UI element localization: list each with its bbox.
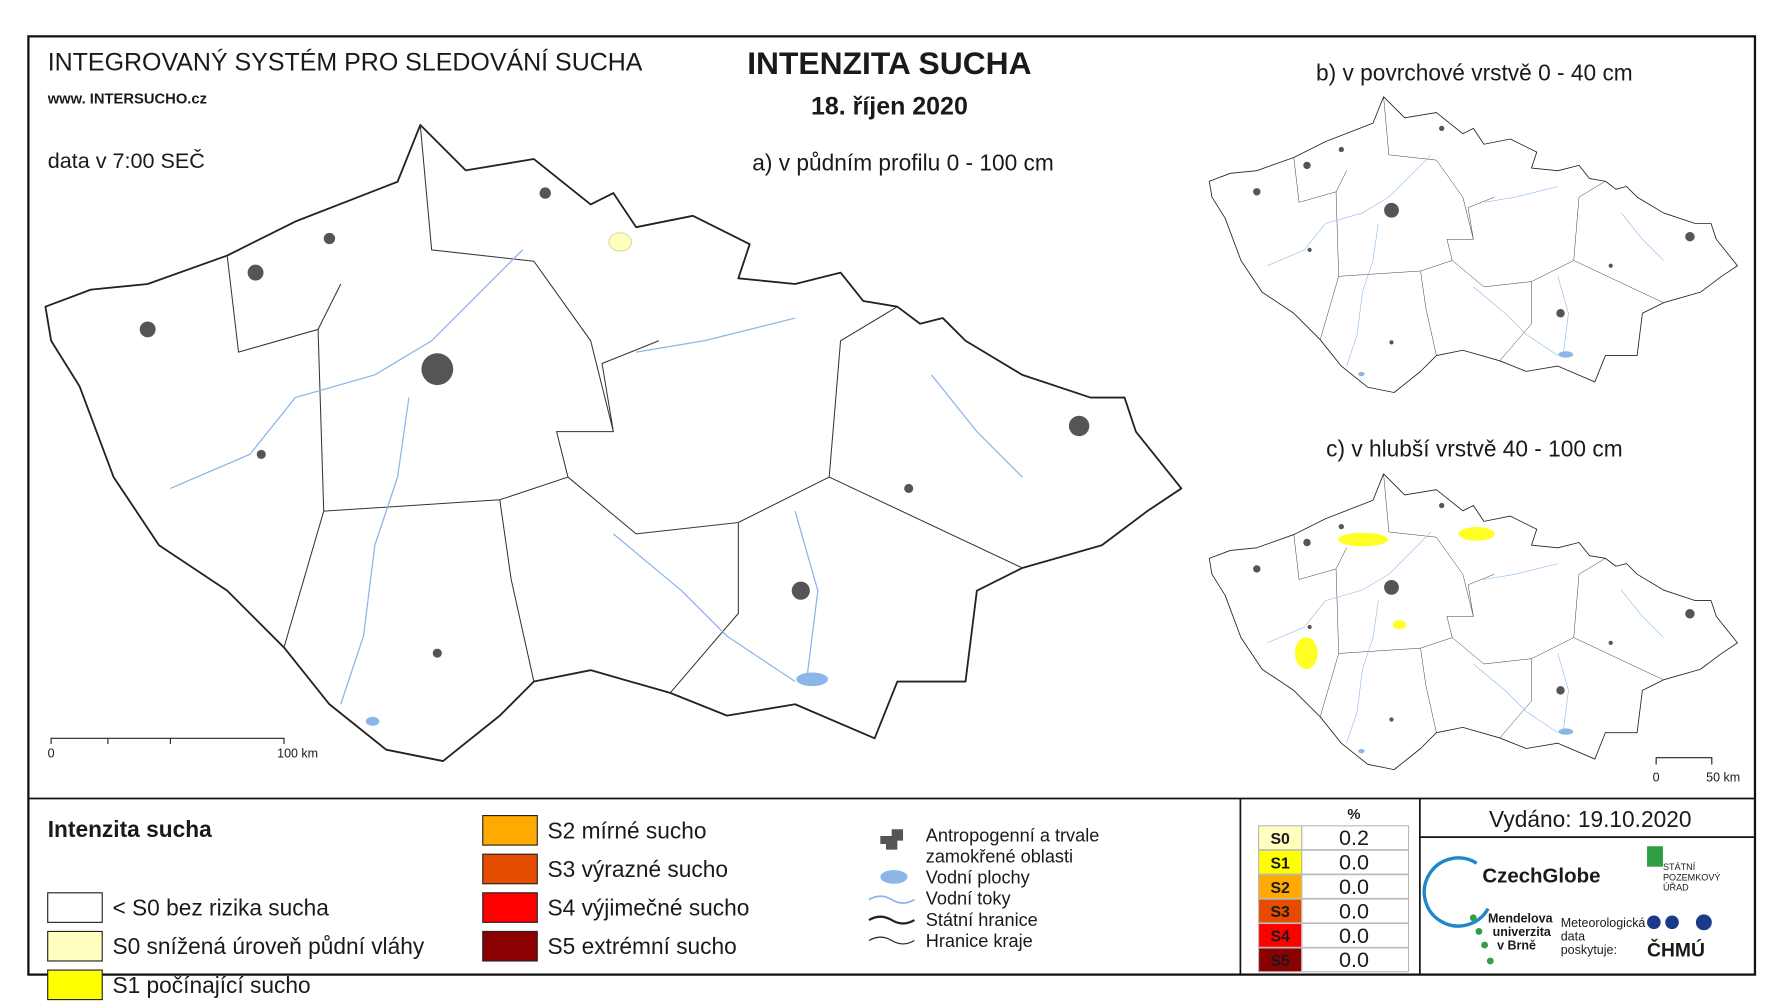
map-legend-symbols	[868, 829, 915, 945]
row-value: 0.0	[1339, 874, 1369, 899]
row-label: S0	[1270, 831, 1290, 848]
legend-swatch	[482, 892, 538, 923]
row-value: 0.2	[1339, 825, 1369, 850]
mendelu-dots	[1469, 914, 1494, 965]
spu: STÁTNÍ	[1663, 862, 1696, 872]
date: 18. říjen 2020	[811, 93, 968, 121]
row-value: 0.0	[1339, 947, 1369, 972]
meteo: poskytuje:	[1561, 943, 1617, 957]
legend-label: S1 počínající sucho	[112, 972, 310, 998]
s0-area	[608, 232, 633, 252]
chmu: ČHMÚ	[1647, 937, 1705, 961]
czechglobe: CzechGlobe	[1482, 865, 1600, 888]
map-legend-label: Vodní toky	[926, 889, 1012, 909]
row-label: S4	[1270, 929, 1290, 946]
row-value: 0.0	[1339, 850, 1369, 875]
drought-table: S0 0.2 S1 0.0 S2 0.0 S3 0.0 S4 0.0 S5 0.0	[1258, 825, 1410, 973]
legend-label: S4 výjimečné sucho	[548, 895, 750, 921]
legend-label: S0 snížená úroveň půdní vláhy	[112, 933, 424, 959]
map-legend-label: Antropogenní a trvale	[926, 826, 1100, 846]
row-label: S3	[1270, 904, 1290, 921]
s1-areas	[1294, 527, 1495, 670]
legend-label: S2 mírné sucho	[548, 817, 707, 843]
legend-label: S5 extrémní sucho	[548, 933, 737, 959]
legend-swatch	[47, 892, 103, 923]
legend-swatch	[482, 930, 538, 962]
data-time: data v 7:00 SEČ	[48, 148, 205, 173]
row-label: S2	[1270, 880, 1290, 897]
legend-label: S3 výrazné sucho	[548, 856, 728, 882]
spu: ÚŘAD	[1663, 883, 1689, 893]
table-header: %	[1347, 807, 1360, 823]
map-legend-label: Státní hranice	[926, 910, 1038, 930]
chmu-logo	[1647, 914, 1712, 931]
row-value: 0.0	[1339, 923, 1369, 948]
legend-title: Intenzita sucha	[48, 816, 212, 842]
logo-arc	[1422, 856, 1490, 928]
scale-label: 50 km	[1706, 770, 1740, 784]
legend-swatch	[482, 853, 538, 885]
legend-label: < S0 bez rizika sucha	[112, 895, 329, 921]
title: INTENZITA SUCHA	[747, 45, 1031, 81]
legend-swatch	[482, 815, 538, 846]
legend: < S0 bez rizika sucha S0 snížená úroveň p…	[47, 815, 750, 1001]
spu: POZEMKOVÝ	[1663, 872, 1721, 882]
map-legend-label: Vodní plochy	[926, 868, 1031, 888]
map-label: c) v hlubší vrstvě 40 - 100 cm	[1326, 436, 1623, 462]
meteo: data	[1561, 930, 1585, 944]
mendelu: Mendelova	[1488, 911, 1554, 925]
issued: Vydáno: 19.10.2020	[1489, 806, 1691, 832]
map-label: a) v půdním profilu 0 - 100 cm	[752, 149, 1054, 175]
mendelu: univerzita	[1493, 925, 1552, 939]
meteo: Meteorologická	[1561, 916, 1646, 930]
website: www. INTERSUCHO.cz	[47, 91, 207, 107]
legend-swatch	[47, 930, 103, 962]
row-label: S1	[1270, 855, 1290, 872]
scale-label: 0	[48, 747, 55, 761]
row-cell	[1301, 947, 1410, 973]
map-legend-label: Hranice kraje	[926, 931, 1033, 951]
legend-swatch	[47, 969, 103, 1001]
scale-bar	[1655, 757, 1713, 765]
scale-bar	[50, 737, 285, 745]
row-label: S5	[1270, 953, 1290, 970]
spu-logo	[1647, 846, 1663, 867]
scale-label: 100 km	[277, 747, 318, 761]
mendelu: v Brně	[1497, 939, 1536, 953]
scale-label: 0	[1653, 770, 1660, 784]
map-label: b) v povrchové vrstvě 0 - 40 cm	[1316, 60, 1633, 86]
map-legend-label: zamokřené oblasti	[926, 847, 1073, 867]
system-title: INTEGROVANÝ SYSTÉM PRO SLEDOVÁNÍ SUCHA	[48, 47, 643, 76]
row-value: 0.0	[1339, 898, 1369, 923]
